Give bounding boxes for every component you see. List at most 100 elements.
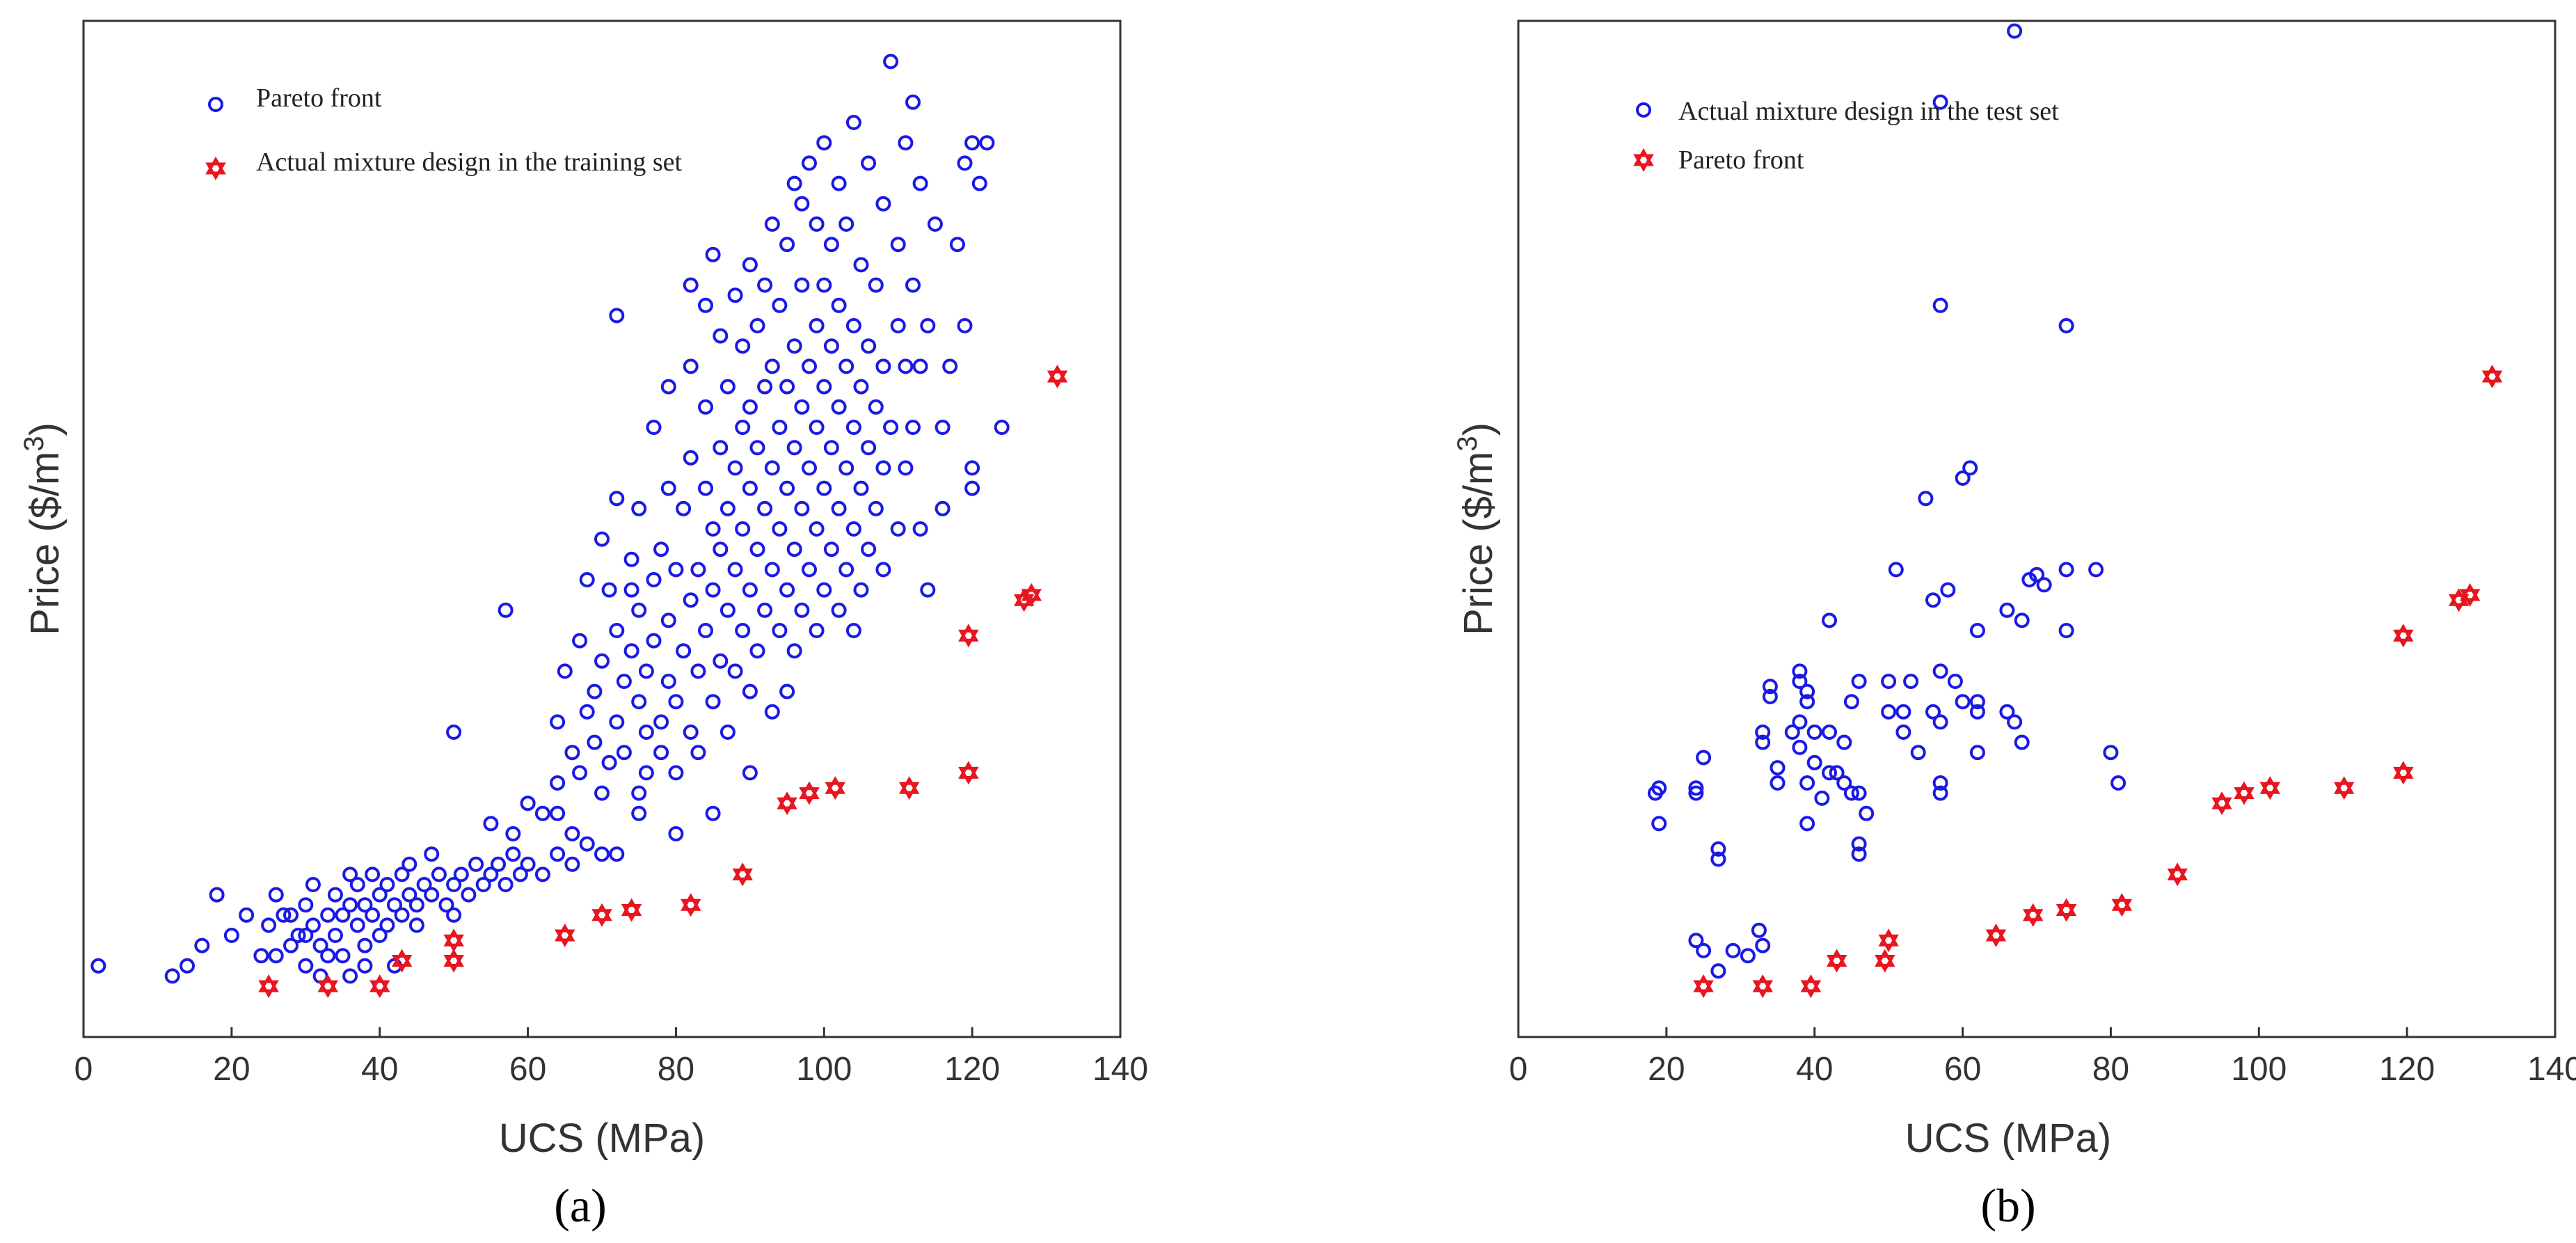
data-point-circle xyxy=(875,358,891,374)
plot-area-a xyxy=(82,19,1122,1038)
data-point-hexagram xyxy=(2056,898,2077,922)
data-point-hexagram-tri-down xyxy=(2448,594,2470,612)
data-point-hexagram-tri-down xyxy=(958,629,979,648)
data-point-circle xyxy=(802,562,817,578)
data-point-hexagram xyxy=(1047,364,1068,389)
data-point-hexagram xyxy=(1878,928,1899,953)
data-point-circle xyxy=(823,237,839,253)
data-point-circle xyxy=(660,379,676,395)
data-point-hexagram xyxy=(825,776,845,800)
data-point-circle xyxy=(1881,704,1897,720)
data-point-circle xyxy=(845,521,861,537)
data-point-circle xyxy=(816,480,832,496)
data-point-circle xyxy=(1999,602,2015,618)
data-point-circle xyxy=(713,328,729,344)
data-point-circle xyxy=(772,297,788,313)
data-point-circle xyxy=(1799,775,1815,791)
x-axis-label-a: UCS (MPa) xyxy=(499,1116,705,1161)
data-point-hexagram-tri-down xyxy=(1693,980,1714,999)
data-point-circle xyxy=(653,541,669,557)
data-point-hexagram xyxy=(1752,974,1773,999)
data-point-circle xyxy=(1792,714,1808,730)
data-point-circle xyxy=(727,663,743,679)
data-point-circle xyxy=(491,856,506,872)
data-point-hexagram-tri-down xyxy=(1752,980,1773,999)
data-point-hexagram-tri-down xyxy=(1047,370,1068,389)
data-point-circle xyxy=(594,653,610,669)
data-point-circle xyxy=(424,846,440,862)
data-point-circle xyxy=(831,602,847,618)
data-point-circle xyxy=(616,674,632,689)
data-point-circle xyxy=(653,745,669,761)
legend-a-entry-2: Actual mixture design in the training se… xyxy=(256,148,683,177)
data-point-circle xyxy=(1792,674,1808,689)
data-point-hexagram-tri-up xyxy=(799,781,820,800)
data-point-hexagram-tri-down xyxy=(2333,782,2355,800)
data-point-circle xyxy=(742,683,758,699)
x-tick-label: 40 xyxy=(361,1051,398,1088)
data-point-circle xyxy=(609,623,625,638)
x-tick-label: 20 xyxy=(1648,1051,1685,1088)
data-point-circle xyxy=(719,500,736,516)
data-point-hexagram xyxy=(2393,624,2414,648)
data-point-circle xyxy=(809,623,825,638)
data-point-circle xyxy=(1822,725,1837,740)
data-point-circle xyxy=(898,135,914,151)
data-point-circle xyxy=(668,765,684,781)
data-point-circle xyxy=(683,277,699,293)
data-point-circle xyxy=(505,826,521,841)
data-point-circle xyxy=(1688,785,1704,801)
data-point-hexagram-tri-up xyxy=(958,761,979,779)
data-point-circle xyxy=(424,887,440,903)
data-point-hexagram-tri-up xyxy=(777,791,797,809)
data-point-circle xyxy=(957,318,973,333)
data-point-circle xyxy=(794,196,810,212)
data-point-circle xyxy=(349,917,365,933)
data-point-circle xyxy=(372,928,388,943)
data-point-hexagram-tri-down xyxy=(1875,955,1895,973)
data-point-hexagram xyxy=(1985,923,2007,948)
data-point-circle xyxy=(683,592,699,608)
data-point-circle xyxy=(223,928,239,943)
data-point-circle xyxy=(683,358,699,374)
data-point-circle xyxy=(1792,663,1808,679)
data-point-hexagram-tri-up xyxy=(1826,949,1847,967)
data-point-hexagram-tri-down xyxy=(732,868,753,887)
data-point-circle xyxy=(1822,765,1837,781)
data-point-circle xyxy=(623,582,639,598)
data-point-circle xyxy=(1836,734,1852,750)
data-point-hexagram-tri-up xyxy=(2459,583,2481,601)
data-point-circle xyxy=(1932,785,1948,801)
data-point-hexagram-tri-up xyxy=(1800,974,1822,992)
data-point-circle xyxy=(920,582,936,598)
data-point-circle xyxy=(912,175,928,191)
data-point-circle xyxy=(668,826,684,841)
data-point-circle xyxy=(757,379,773,395)
data-point-circle xyxy=(779,379,795,395)
x-tick-label: 100 xyxy=(796,1051,852,1088)
data-point-circle xyxy=(1932,663,1948,679)
data-point-circle xyxy=(483,816,499,832)
data-point-circle xyxy=(1770,760,1786,776)
data-point-circle xyxy=(690,562,706,578)
data-point-circle xyxy=(268,887,284,903)
data-point-circle xyxy=(1932,775,1948,791)
data-point-circle xyxy=(550,775,566,791)
data-point-circle xyxy=(845,420,861,435)
data-point-circle xyxy=(875,562,891,578)
data-point-circle xyxy=(816,379,832,395)
data-point-circle xyxy=(1696,750,1712,766)
data-point-circle xyxy=(2103,745,2119,761)
data-point-hexagram-tri-down xyxy=(1826,955,1847,973)
data-point-circle xyxy=(676,643,692,659)
data-point-circle xyxy=(2007,714,2023,730)
data-point-circle xyxy=(638,663,654,679)
x-tick-label: 40 xyxy=(1796,1051,1833,1088)
data-point-circle xyxy=(1969,704,1985,720)
data-point-circle xyxy=(2110,775,2126,791)
data-point-hexagram-tri-down xyxy=(2459,589,2481,607)
legend-a-circle-marker xyxy=(208,97,223,112)
data-point-circle xyxy=(401,856,418,872)
data-point-hexagram xyxy=(681,893,701,917)
data-point-circle xyxy=(253,948,269,964)
